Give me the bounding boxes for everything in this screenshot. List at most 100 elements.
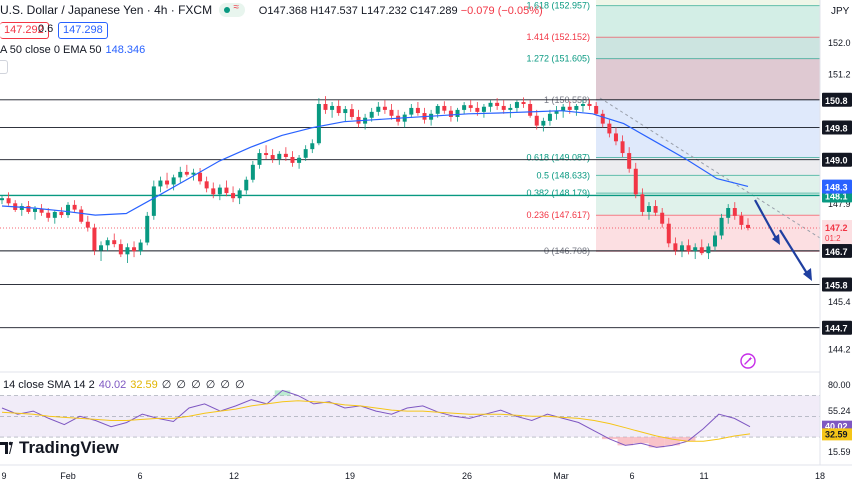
candle-body	[178, 171, 183, 178]
time-tick-label: 12	[229, 471, 239, 481]
candle-body	[66, 204, 71, 216]
candle-body	[330, 105, 335, 110]
candle-body	[673, 243, 678, 251]
ema-label: A 50 close 0 EMA 50	[0, 44, 102, 56]
candle-body	[587, 104, 592, 106]
candle-body	[79, 209, 84, 222]
ema-50-line	[1, 110, 749, 216]
level-price-tag-bg	[822, 152, 852, 167]
candle-body	[389, 109, 394, 116]
candle-body	[488, 102, 493, 107]
candle-body	[112, 240, 117, 245]
candle-body	[409, 107, 414, 115]
currency-label[interactable]: JPY	[831, 6, 850, 17]
spread-value: 0.6	[38, 23, 54, 35]
magic-wand-icon[interactable]	[740, 353, 756, 369]
candle-body	[151, 186, 156, 216]
candle-body	[633, 168, 638, 195]
candle-body	[138, 242, 143, 252]
candle-body	[72, 204, 77, 210]
candle-body	[646, 206, 651, 212]
fib-zone-top	[596, 0, 820, 6]
price-tick-label: 145.4	[828, 297, 851, 307]
fib-zone	[596, 5, 820, 38]
tradingview-logo[interactable]: TradingView	[0, 438, 119, 458]
ema-value: 148.346	[105, 44, 146, 56]
candle-body	[679, 245, 684, 251]
candle-body	[231, 193, 236, 199]
fib-level-label: 0.382 (148.179)	[526, 188, 590, 198]
candle-body	[653, 206, 658, 213]
legend-collapse-button[interactable]	[0, 60, 8, 74]
fib-level-label: 1.272 (151.605)	[526, 54, 590, 64]
time-tick-label: 6	[137, 471, 142, 481]
rsi-tick-label: 55.24	[828, 406, 851, 416]
candle-body	[501, 105, 506, 110]
trend-arrow-line	[779, 229, 809, 276]
fib-level-label: 0.5 (148.633)	[536, 170, 590, 180]
candle-body	[26, 206, 31, 212]
candle-body	[376, 106, 381, 112]
fib-zone	[596, 175, 820, 194]
fib-trend-line	[599, 97, 821, 239]
candle-body	[33, 208, 38, 212]
time-tick-label: Mar	[553, 471, 569, 481]
candle-body	[336, 105, 341, 114]
rsi-value-tag-bg	[822, 428, 852, 441]
rsi-legend[interactable]: 14 close SMA 14 2 40.02 32.59 ∅ ∅ ∅ ∅ ∅ ∅	[3, 378, 246, 391]
rsi-ma-line	[1, 400, 751, 442]
candle-body	[217, 187, 222, 195]
level-price-tag-bg	[822, 120, 852, 135]
drawings[interactable]	[754, 199, 812, 281]
level-price-tag: 149.0	[825, 156, 848, 166]
candle-body	[369, 111, 374, 118]
market-status-badge[interactable]: ≈	[219, 2, 246, 17]
level-price-tag-bg	[822, 243, 852, 258]
candle-body	[627, 153, 632, 169]
rsi-value: 40.02	[98, 379, 127, 391]
ema-legend[interactable]: A 50 close 0 EMA 50 148.346	[0, 44, 145, 56]
candle-body	[191, 172, 196, 175]
buy-price-button[interactable]: 147.298	[58, 22, 108, 39]
candle-body	[184, 171, 189, 175]
symbol-title[interactable]: U.S. Dollar / Japanese Yen · 4h · FXCM	[0, 3, 213, 17]
fib-level-label: 1.618 (152.957)	[526, 1, 590, 11]
candle-body	[528, 104, 533, 116]
horizontal-lines[interactable]	[0, 99, 820, 329]
candle-body	[283, 153, 288, 157]
rsi-oversold-fill	[617, 437, 634, 446]
ohlc-change: −0.079 (−0.05%)	[460, 5, 543, 17]
candle-body	[613, 133, 618, 142]
candle-body	[719, 217, 724, 236]
candle-body	[59, 211, 64, 216]
candle-body	[732, 208, 737, 216]
sell-price-button[interactable]: 147.292	[0, 22, 49, 39]
level-price-tag-bg	[822, 92, 852, 107]
ohlc-close: C147.289	[409, 5, 458, 17]
tradingview-icon	[0, 441, 13, 454]
candle-body	[541, 120, 546, 126]
candle-body	[415, 107, 420, 114]
fib-zone	[596, 193, 820, 216]
candle-body	[343, 109, 348, 114]
bar-countdown: 01:2	[825, 234, 841, 243]
candle-body	[198, 172, 203, 182]
rsi-value-tag: 32.59	[825, 429, 848, 439]
candle-body	[554, 110, 559, 114]
price-tick-label: 147.9	[828, 199, 851, 209]
candle-body	[132, 247, 137, 252]
candle-body	[561, 106, 566, 111]
candle-body	[204, 181, 209, 189]
market-open-icon	[224, 6, 231, 13]
candle-body	[660, 212, 665, 224]
price-axis[interactable]: 152.0151.2150.6147.9145.4144.2150.8149.8…	[819, 0, 852, 485]
time-axis[interactable]: 9 Feb 6 12 19 26 Mar 6 11 18	[0, 464, 852, 481]
ohlc-open: O147.368	[258, 5, 308, 17]
rsi-pane	[0, 371, 820, 448]
candle-body	[382, 106, 387, 110]
ohlc-values: O147.368 H147.537 L147.232 C147.289 −0.0…	[259, 5, 543, 17]
fib-level-label: 1.414 (152.152)	[526, 32, 590, 42]
candle-body	[211, 188, 216, 195]
candle-body	[547, 113, 552, 121]
